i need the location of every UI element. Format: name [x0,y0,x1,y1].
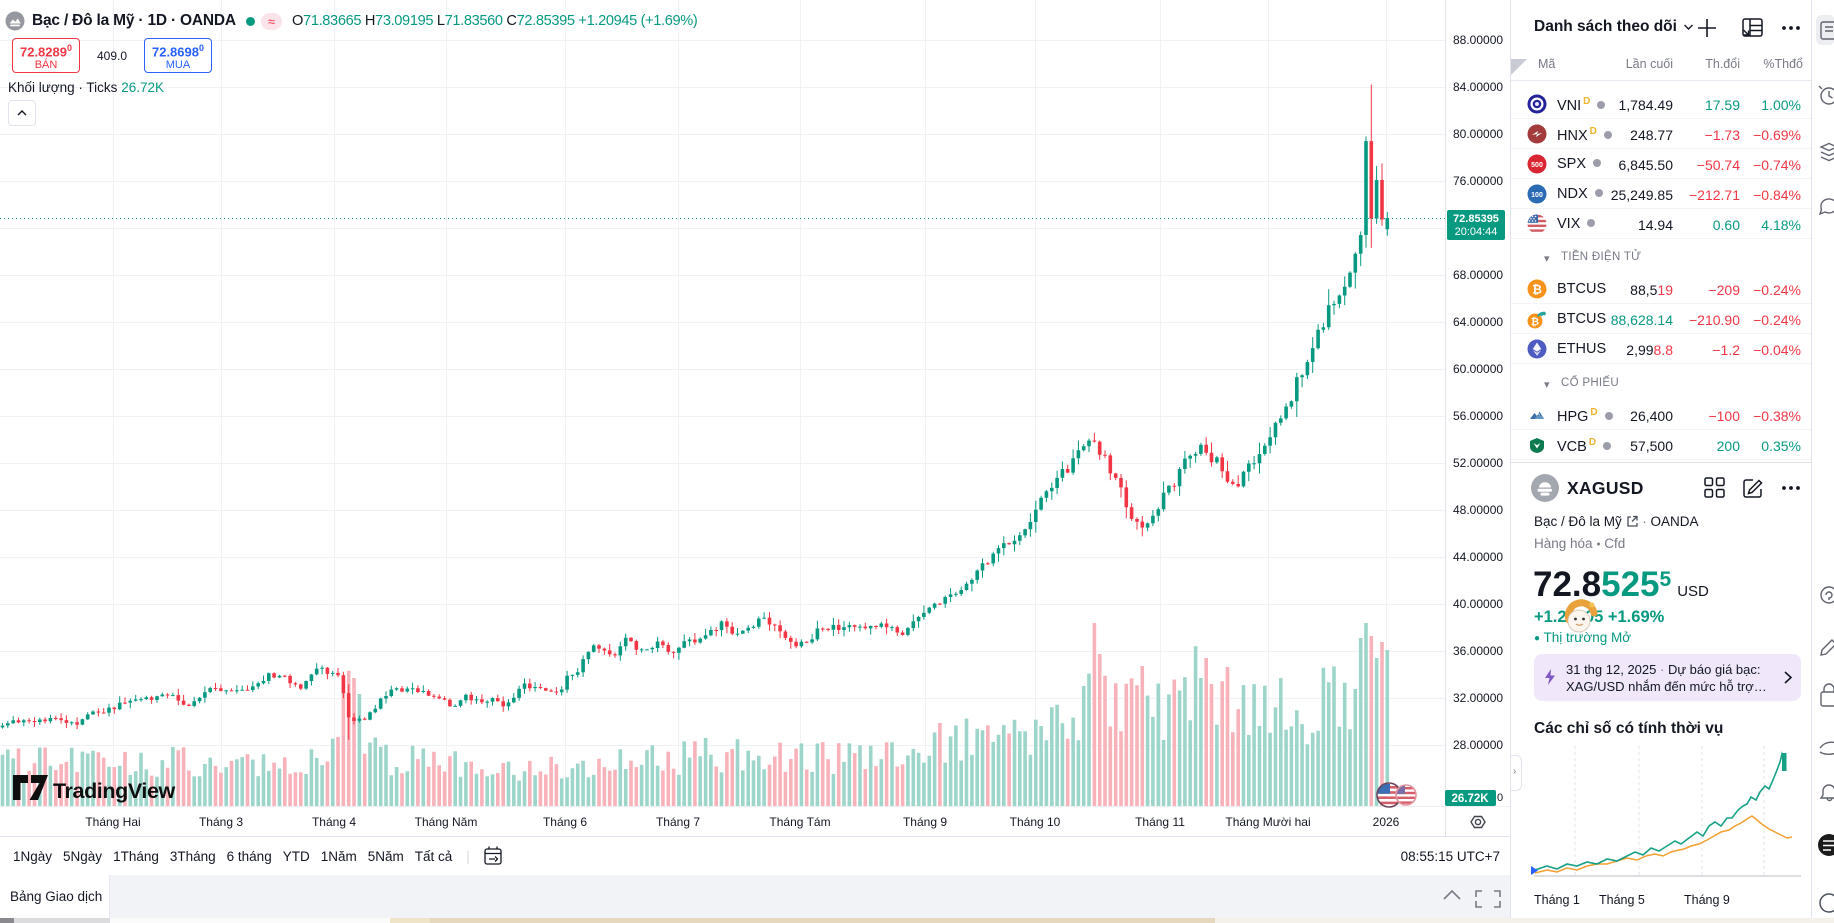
svg-text:TradingView: TradingView [53,779,176,803]
svg-text:₿: ₿ [1531,316,1539,328]
svg-text:0: 0 [1497,792,1503,804]
svg-text:26.72K: 26.72K [1451,793,1489,805]
svg-text:Tháng 4: Tháng 4 [312,815,356,829]
svg-text:Tháng 1: Tháng 1 [1534,893,1580,907]
svg-text:52.00000: 52.00000 [1453,456,1503,470]
svg-text:Tháng 9: Tháng 9 [903,815,947,829]
svg-text:56.00000: 56.00000 [1453,409,1503,423]
svg-text:32.00000: 32.00000 [1453,691,1503,705]
svg-text:44.00000: 44.00000 [1453,550,1503,564]
svg-text:80.00000: 80.00000 [1453,127,1503,141]
svg-text:48.00000: 48.00000 [1453,503,1503,517]
svg-text:60.00000: 60.00000 [1453,362,1503,376]
svg-text:84.00000: 84.00000 [1453,80,1503,94]
svg-text:Tháng 3: Tháng 3 [199,815,243,829]
svg-text:Tháng 10: Tháng 10 [1010,815,1061,829]
svg-text:Tháng 6: Tháng 6 [543,815,587,829]
svg-text:₿: ₿ [1532,283,1542,297]
svg-text:500: 500 [1531,162,1543,169]
svg-text:2026: 2026 [1373,815,1400,829]
svg-text:88.00000: 88.00000 [1453,33,1503,47]
svg-text:Tháng Năm: Tháng Năm [415,815,478,829]
svg-text:Tháng 7: Tháng 7 [656,815,700,829]
svg-text:Tháng Mười hai: Tháng Mười hai [1225,815,1310,829]
svg-text:76.00000: 76.00000 [1453,174,1503,188]
svg-text:Tháng 11: Tháng 11 [1135,815,1185,829]
svg-text:20:04:44: 20:04:44 [1455,226,1498,238]
svg-text:28.00000: 28.00000 [1453,738,1503,752]
svg-text:72.85395: 72.85395 [1453,213,1499,225]
svg-text:Tháng Tám: Tháng Tám [769,815,830,829]
svg-text:40.00000: 40.00000 [1453,597,1503,611]
svg-text:Tháng Hai: Tháng Hai [85,815,140,829]
svg-text:64.00000: 64.00000 [1453,315,1503,329]
svg-text:Tháng 9: Tháng 9 [1684,893,1730,907]
svg-text:36.00000: 36.00000 [1453,644,1503,658]
svg-text:68.00000: 68.00000 [1453,268,1503,282]
svg-text:100: 100 [1531,192,1543,199]
svg-text:Tháng 5: Tháng 5 [1599,893,1645,907]
